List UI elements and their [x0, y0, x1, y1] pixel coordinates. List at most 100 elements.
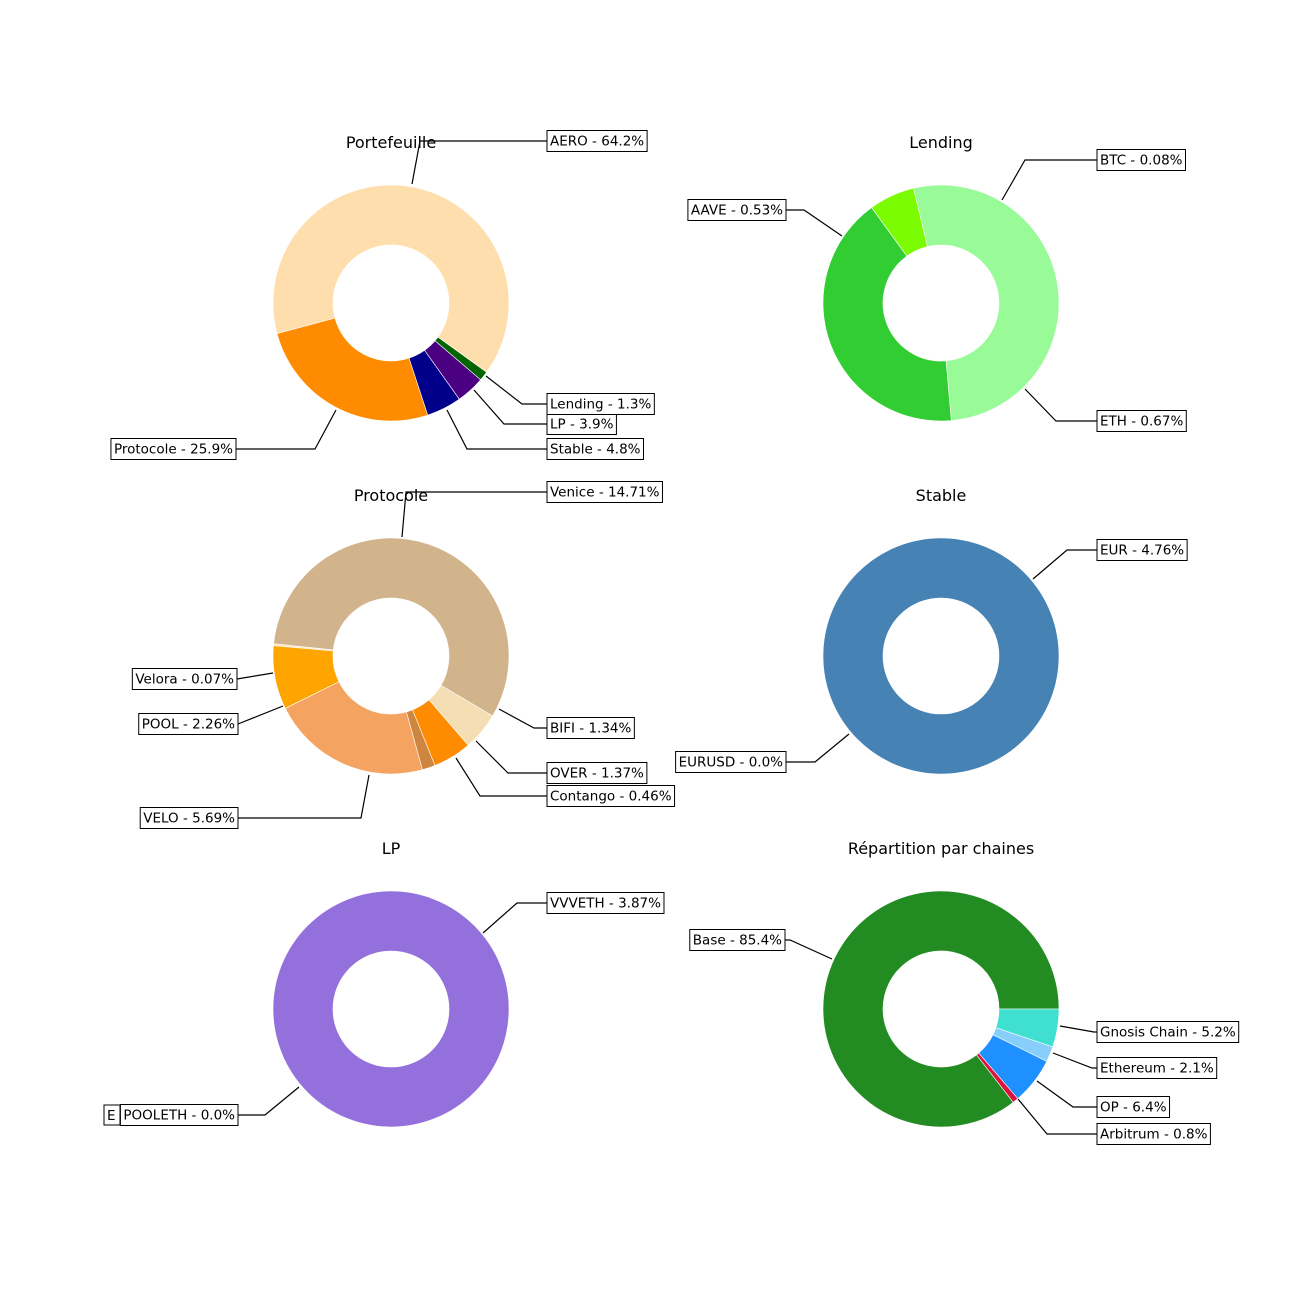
- chart-title: Stable: [916, 486, 967, 505]
- slice-label-eur: EUR - 4.76%: [1096, 539, 1188, 561]
- slice-label-text: OVER - 1.37%: [550, 766, 644, 782]
- leader-line: [455, 757, 547, 797]
- leader-line: [1017, 1098, 1097, 1135]
- slice-label-text: POOLETH - 0.0%: [123, 1108, 235, 1124]
- slice-label-box: [1096, 1096, 1171, 1118]
- leader-line: [785, 939, 833, 960]
- leader-line: [236, 672, 274, 680]
- slice-label-text: Arbitrum - 0.8%: [1100, 1127, 1208, 1143]
- slice-label-box: [546, 717, 635, 739]
- slice-label-pool: POOL - 2.26%: [138, 713, 239, 735]
- chart-title: Lending: [909, 133, 973, 152]
- pie-slice-vvveth: [272, 890, 510, 1128]
- leader-line: [473, 389, 547, 425]
- leader-line: [498, 708, 547, 729]
- leader-line: [485, 375, 547, 405]
- leader-line: [238, 1086, 300, 1116]
- slice-label-box: [1096, 1021, 1240, 1043]
- slice-label-box: [138, 713, 239, 735]
- chart-title: Protocole: [354, 486, 428, 505]
- slice-label-box: [546, 438, 645, 460]
- slice-label-box: [675, 751, 787, 773]
- pie-slice-venice: [273, 537, 510, 717]
- slice-label-box: [1096, 1123, 1211, 1145]
- slice-label-aave: AAVE - 0.53%: [687, 199, 787, 221]
- leader-line: [475, 740, 547, 774]
- slice-label-lp: LP - 3.9%: [546, 413, 617, 435]
- leader-line: [1032, 549, 1097, 580]
- slice-label-text: BTC - 0.08%: [1100, 153, 1183, 169]
- pie-slice-eur: [822, 537, 1060, 775]
- slice-label-contango: Contango - 0.46%: [546, 785, 676, 807]
- slice-label-text: Protocole - 25.9%: [114, 442, 233, 458]
- leader-line: [1024, 388, 1097, 422]
- pie-slice-gnosis-chain: [995, 1008, 1060, 1048]
- slice-label-eurusd: EURUSD - 0.0%: [675, 751, 787, 773]
- slice-label-box: [1096, 149, 1186, 171]
- pie-slice-eth: [913, 184, 1060, 421]
- slice-label-text: Ethereum - 2.1%: [1100, 1061, 1214, 1077]
- slice-label-box: [131, 668, 238, 690]
- pie-panel-r-partition-par-chaines: Répartition par chaines Base - 85.4% Arbit…: [689, 839, 1240, 1145]
- pie-slice-aave: [822, 207, 952, 422]
- slice-label-ethereum: Ethereum - 2.1%: [1096, 1057, 1218, 1079]
- slice-label-box: [546, 892, 665, 914]
- slice-label-velo: VELO - 5.69%: [139, 807, 239, 829]
- pie-panel-portefeuille: Portefeuille Protocole - 25.9% Stable - 4.…: [110, 130, 655, 460]
- slice-label-base: Base - 85.4%: [689, 929, 786, 951]
- slice-label-text: Base - 85.4%: [693, 933, 782, 949]
- slice-label-box: [546, 481, 663, 503]
- leader-line: [1036, 1080, 1097, 1108]
- slice-label-box: [1096, 539, 1188, 561]
- leader-line: [786, 209, 843, 237]
- pie-panel-protocole: Protocole Velora - 0.07% POOL - 2.26% VELO …: [131, 481, 676, 829]
- slice-label-text: VVVETH - 3.87%: [550, 896, 661, 912]
- slice-label-gnosis-chain: Gnosis Chain - 5.2%: [1096, 1021, 1240, 1043]
- leader-line: [1059, 1025, 1097, 1033]
- chart-title: Répartition par chaines: [848, 839, 1034, 858]
- slice-label-text: EUR - 4.76%: [1100, 543, 1184, 559]
- leader-line: [1001, 159, 1097, 201]
- slice-label-bifi: BIFI - 1.34%: [546, 717, 635, 739]
- pie-slice-velo: [284, 681, 423, 775]
- slice-label-text: Gnosis Chain - 5.2%: [1100, 1025, 1236, 1041]
- slice-label-op: OP - 6.4%: [1096, 1096, 1171, 1118]
- leader-line: [401, 491, 547, 538]
- slice-label-over: OVER - 1.37%: [546, 762, 648, 784]
- pie-slice-aero: [272, 184, 510, 373]
- pie-panel-lending: Lending AAVE - 0.53% ETH - 0.67% BTC - 0.08…: [687, 133, 1187, 432]
- slice-label-box: [1096, 1057, 1218, 1079]
- slice-label-text: OP - 6.4%: [1100, 1100, 1167, 1116]
- slice-label-text: BIFI - 1.34%: [550, 721, 632, 737]
- slice-label-text: Venice - 14.71%: [550, 485, 660, 501]
- slice-label-stable: Stable - 4.8%: [546, 438, 645, 460]
- pie-slice-btc: [871, 187, 928, 257]
- leader-line: [411, 140, 547, 185]
- slice-label-box: [689, 929, 786, 951]
- slice-label-eth: ETH - 0.67%: [1096, 410, 1187, 432]
- slice-label-text: POOL - 2.26%: [142, 717, 235, 733]
- slice-label-box: [119, 1104, 239, 1126]
- slice-label-box: [546, 130, 648, 152]
- slice-label-box: [139, 807, 239, 829]
- slice-label-text: AERO - 64.2%: [550, 134, 644, 150]
- slice-label-box: [1096, 410, 1187, 432]
- slice-label-protocole: Protocole - 25.9%: [110, 438, 237, 460]
- leader-line: [1052, 1052, 1097, 1069]
- leader-line: [482, 902, 547, 934]
- slice-label-text: EURUSD - 0.0%: [679, 755, 784, 771]
- pie-slice-base: [822, 890, 1060, 1128]
- slice-label-text: VELO - 5.69%: [143, 811, 235, 827]
- leader-line: [786, 733, 850, 763]
- slice-label-box: [546, 393, 655, 415]
- slice-label-text: Contango - 0.46%: [550, 789, 672, 805]
- slice-label-box: [687, 199, 787, 221]
- slice-label-vvveth: VVVETH - 3.87%: [546, 892, 665, 914]
- slice-label-text: LP - 3.9%: [550, 417, 614, 433]
- overlapped-label-fragment: E: [107, 1108, 116, 1124]
- slice-label-text: Velora - 0.07%: [135, 672, 234, 688]
- slice-label-lending: Lending - 1.3%: [546, 393, 655, 415]
- chart-title: Portefeuille: [346, 133, 436, 152]
- slice-label-venice: Venice - 14.71%: [546, 481, 663, 503]
